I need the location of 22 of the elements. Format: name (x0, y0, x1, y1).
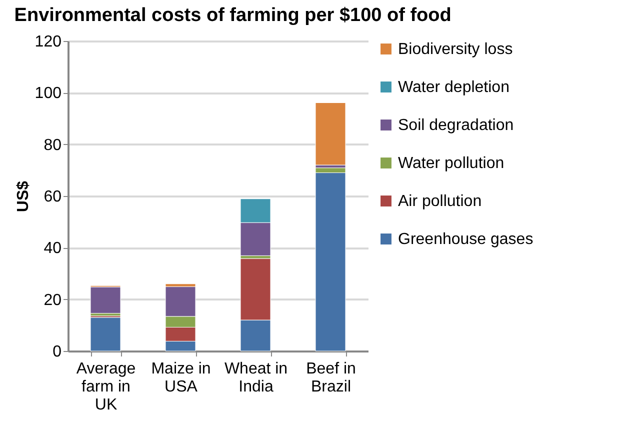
y-tick-label: 100 (34, 85, 62, 102)
legend-label: Water pollution (398, 155, 504, 172)
y-tick-label: 80 (44, 136, 62, 154)
x-tick-label: Average farm in UK (76, 360, 136, 414)
x-tick-label: Wheat in India (224, 360, 288, 396)
y-tick-label: 120 (34, 34, 62, 50)
legend-label: Air pollution (398, 193, 482, 210)
y-tick-label: 20 (44, 292, 62, 309)
y-tick-label: 60 (44, 188, 62, 206)
legend-label: Soil degradation (398, 117, 514, 134)
bar (90, 286, 121, 314)
legend-label: Biodiversity loss (398, 41, 513, 58)
bar (90, 317, 121, 352)
legend-label: Water depletion (398, 79, 510, 96)
y-tick-label: 40 (44, 240, 62, 258)
y-tick-label: 0 (52, 344, 62, 360)
y-axis-title: US$ (14, 180, 32, 212)
bar (315, 102, 346, 166)
chart-title: Environmental costs of farming per $100 of food (14, 5, 452, 26)
legend-label: Greenhouse gases (398, 231, 534, 248)
x-tick-label: Beef in Brazil (306, 360, 356, 396)
x-tick-label: Maize in USA (151, 360, 211, 396)
